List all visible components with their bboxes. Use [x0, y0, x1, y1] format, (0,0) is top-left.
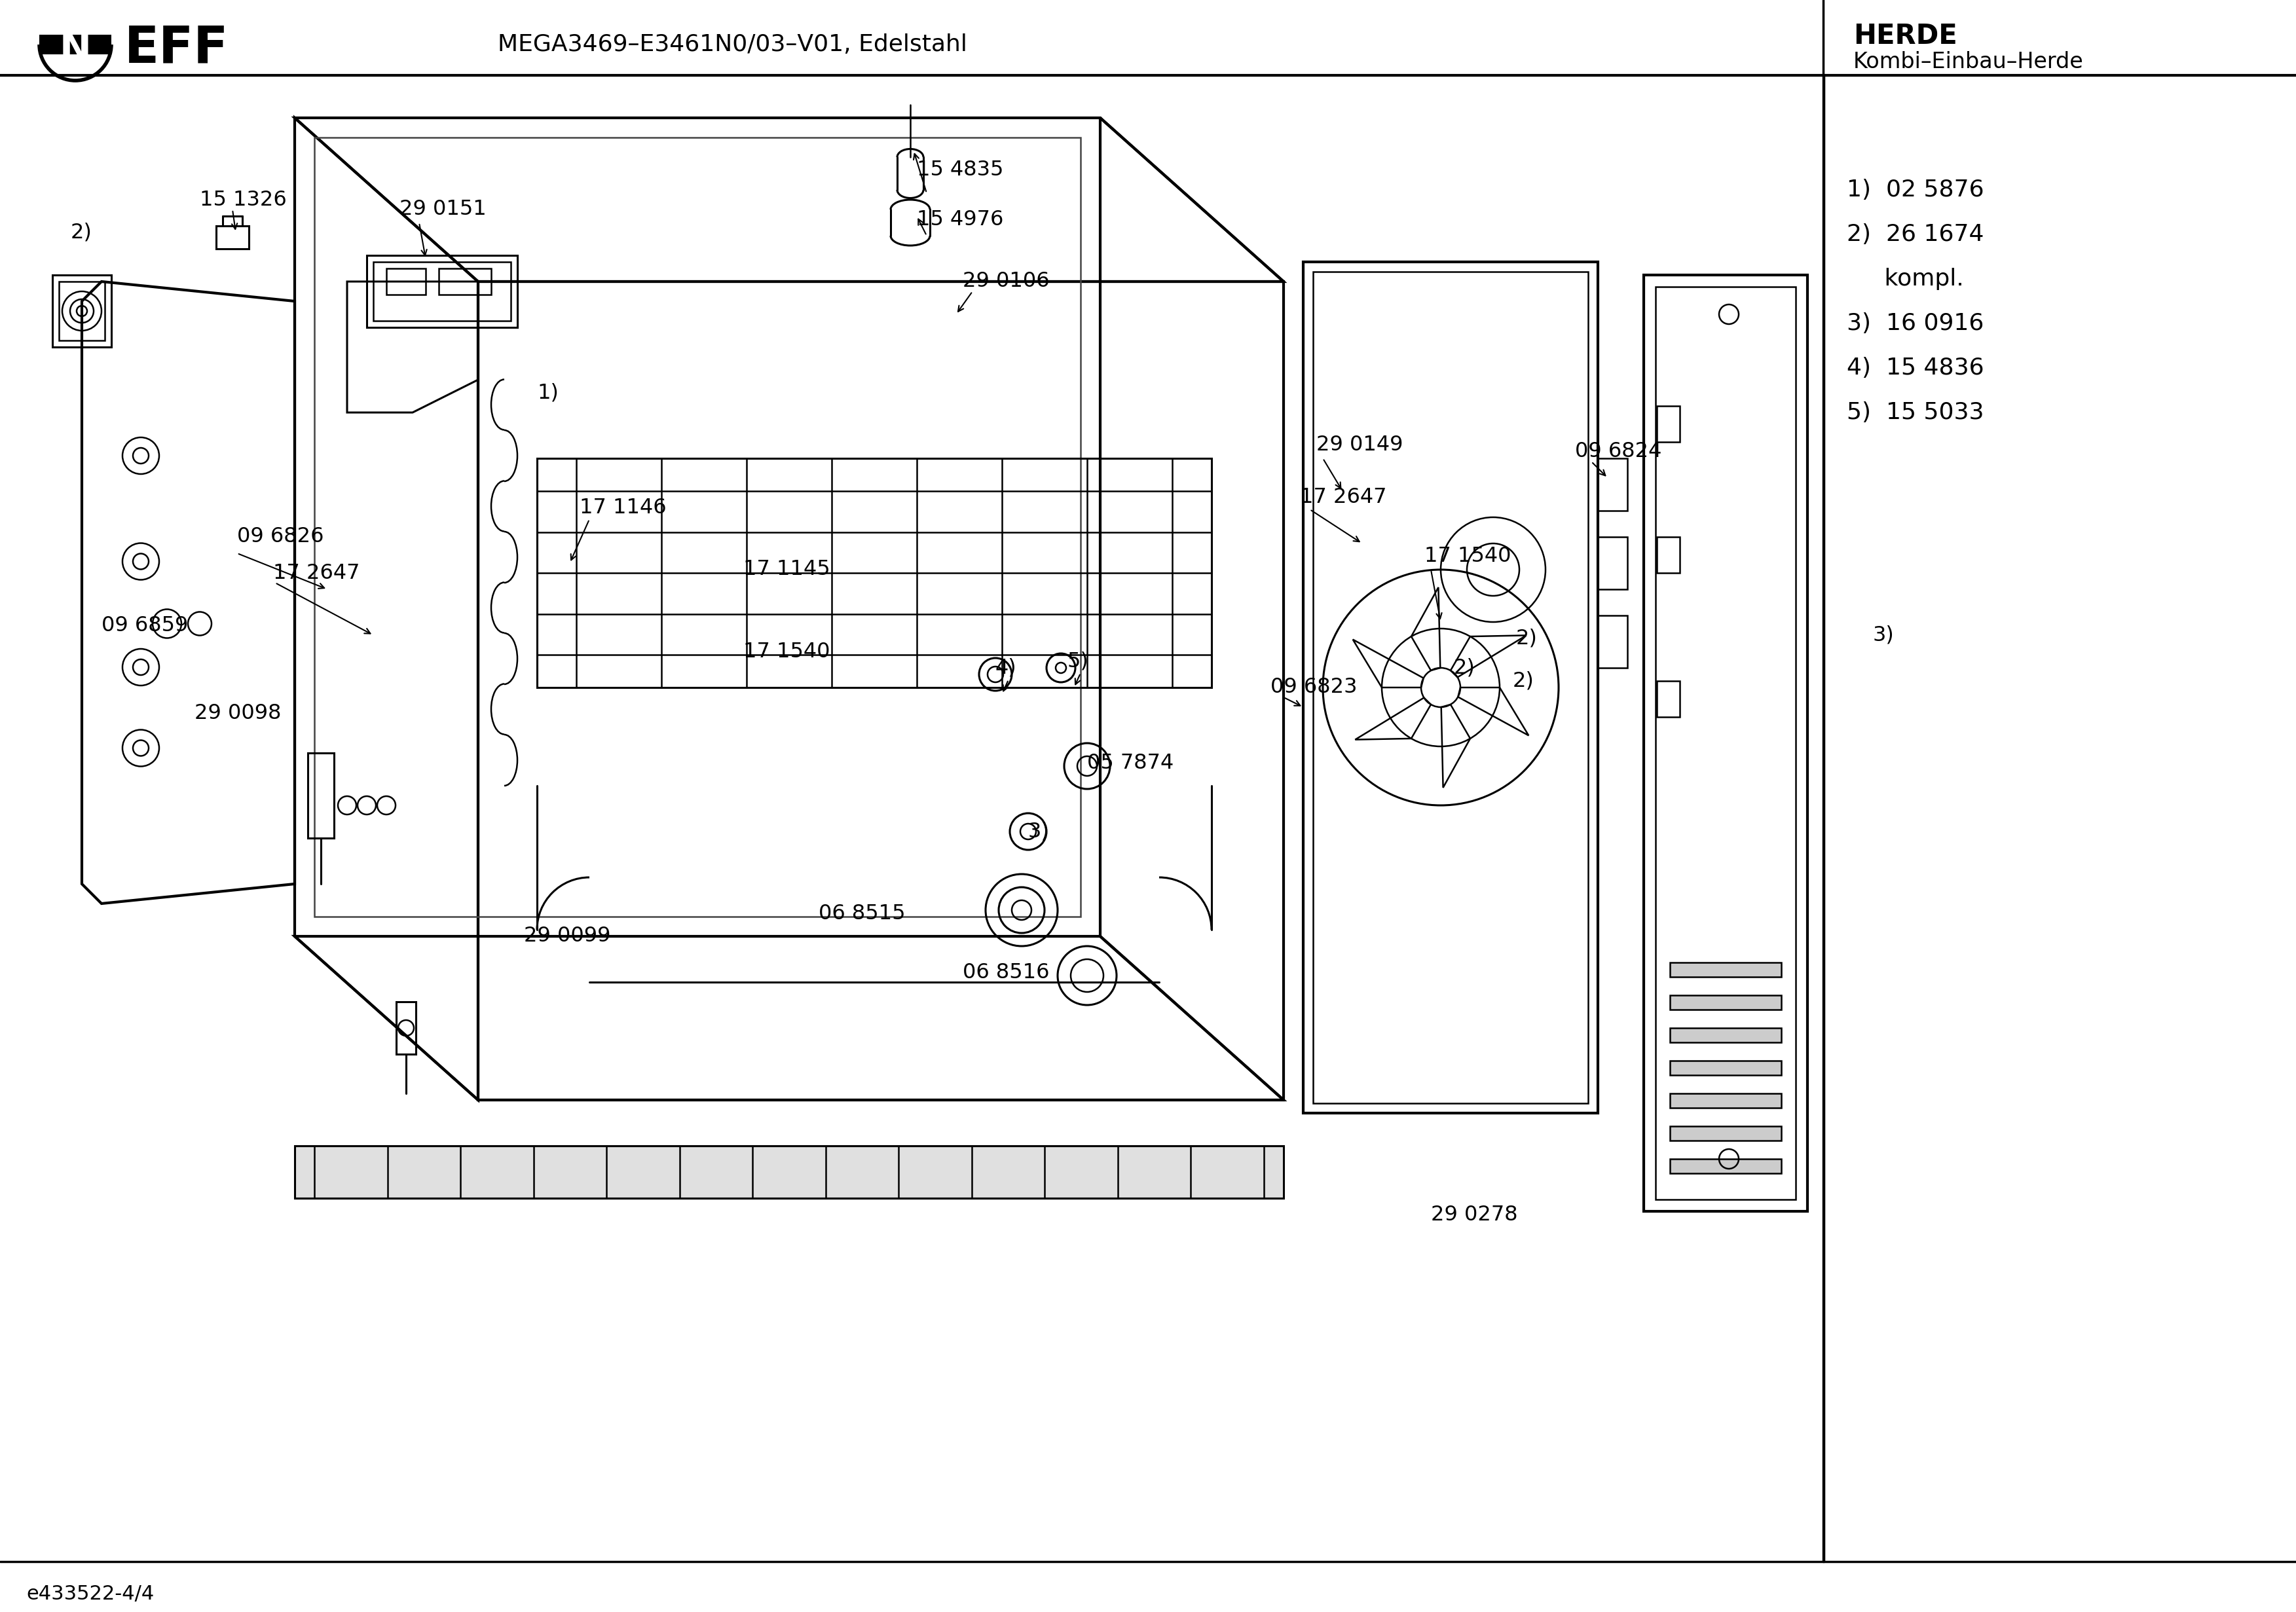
Text: 2): 2) [1513, 671, 1534, 692]
Bar [367, 255, 517, 327]
Text: 15 4835: 15 4835 [916, 160, 1003, 181]
Bar [439, 269, 491, 295]
Bar [53, 276, 110, 347]
Text: 09 6823: 09 6823 [1270, 677, 1357, 698]
Bar [397, 1001, 416, 1054]
Bar [374, 261, 510, 321]
Text: HERDE: HERDE [1853, 23, 1956, 50]
Text: 2): 2) [1453, 658, 1476, 679]
Bar [1658, 537, 1681, 572]
Text: 06 8515: 06 8515 [820, 903, 905, 924]
Text: e433522-4/4: e433522-4/4 [25, 1585, 154, 1604]
Bar [308, 753, 333, 838]
Text: 29 0099: 29 0099 [523, 927, 611, 946]
Text: 29 0151: 29 0151 [400, 200, 487, 219]
Bar [1655, 287, 1795, 1199]
Text: 17 1145: 17 1145 [744, 559, 831, 580]
Text: 4)  15 4836: 4) 15 4836 [1846, 356, 1984, 379]
Bar [1313, 272, 1589, 1103]
Bar [1669, 1093, 1782, 1107]
Text: 5): 5) [1068, 651, 1088, 672]
Text: 3): 3) [1874, 625, 1894, 645]
Bar [1669, 1159, 1782, 1174]
Text: 29 0098: 29 0098 [195, 703, 282, 724]
Text: 2): 2) [1515, 629, 1538, 648]
Bar [1658, 406, 1681, 442]
Text: 17 1540: 17 1540 [1424, 546, 1511, 567]
Text: 17 2647: 17 2647 [1300, 487, 1387, 508]
Bar [386, 269, 425, 295]
Text: 15 4976: 15 4976 [916, 210, 1003, 229]
Bar [1304, 261, 1598, 1112]
Bar [1644, 276, 1807, 1211]
Bar [1598, 537, 1628, 590]
Bar [1669, 1028, 1782, 1043]
Bar [60, 282, 106, 340]
Text: 17 1540: 17 1540 [744, 642, 831, 661]
Text: 09 6824: 09 6824 [1575, 442, 1662, 463]
Bar [216, 226, 248, 248]
Text: 2)  26 1674: 2) 26 1674 [1846, 224, 1984, 245]
Text: 5)  15 5033: 5) 15 5033 [1846, 401, 1984, 424]
Bar [537, 458, 1212, 687]
Bar [1669, 995, 1782, 1009]
Text: 3): 3) [1029, 822, 1049, 841]
Bar [39, 35, 110, 55]
Bar [1669, 1127, 1782, 1141]
Text: 17 2647: 17 2647 [273, 563, 360, 584]
Text: 15 1326: 15 1326 [200, 190, 287, 210]
Text: 09 6859: 09 6859 [101, 616, 188, 635]
Text: Kombi–Einbau–Herde: Kombi–Einbau–Herde [1853, 52, 2085, 73]
Text: MEGA3469–E3461N0/03–V01, Edelstahl: MEGA3469–E3461N0/03–V01, Edelstahl [498, 34, 967, 56]
Text: 29 0149: 29 0149 [1316, 435, 1403, 455]
Text: 3)  16 0916: 3) 16 0916 [1846, 313, 1984, 335]
Bar [1598, 458, 1628, 511]
Text: EFF: EFF [124, 23, 230, 73]
Text: 05 7874: 05 7874 [1086, 753, 1173, 772]
Text: 06 8516: 06 8516 [962, 962, 1049, 982]
Bar [294, 1146, 1283, 1198]
Text: 4): 4) [996, 658, 1017, 679]
Bar [1669, 1061, 1782, 1075]
Bar [1658, 680, 1681, 717]
Text: 09 6826: 09 6826 [236, 527, 324, 546]
Text: kompl.: kompl. [1846, 268, 1963, 290]
Bar [1669, 962, 1782, 977]
Text: N: N [60, 31, 92, 68]
Text: 29 0278: 29 0278 [1430, 1204, 1518, 1225]
Text: 2): 2) [71, 222, 92, 242]
Text: 1)  02 5876: 1) 02 5876 [1846, 179, 1984, 202]
Text: 29 0106: 29 0106 [962, 271, 1049, 292]
Text: 1): 1) [537, 382, 558, 403]
Text: 17 1146: 17 1146 [579, 496, 666, 517]
Bar [1598, 616, 1628, 667]
